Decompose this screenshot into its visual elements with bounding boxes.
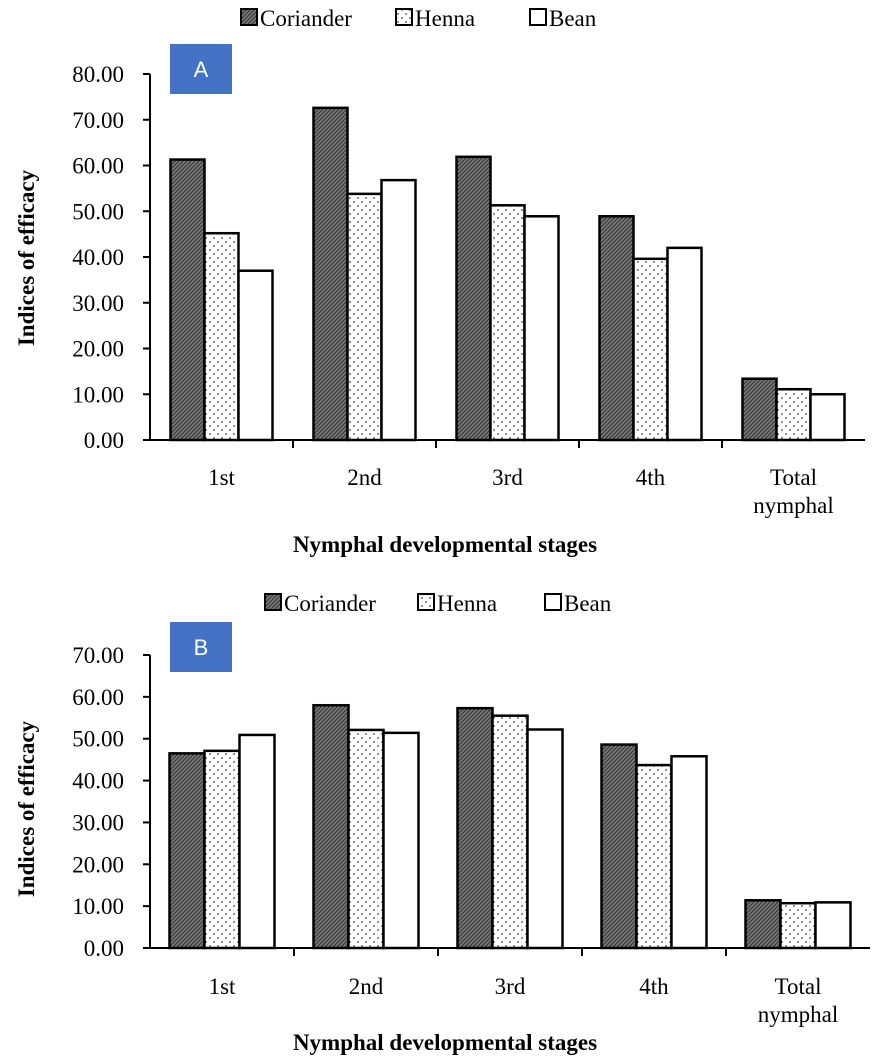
legend-swatch-henna [395, 8, 413, 26]
x-tick-label: 3rd [492, 465, 523, 490]
bar-coriander [312, 106, 349, 442]
y-tick-label: 70.00 [72, 643, 124, 668]
legend-item-henna: Henna [395, 6, 475, 31]
y-tick-label: 30.00 [72, 291, 124, 316]
bar-coriander [744, 899, 782, 950]
chart-panel-a: Coriander Henna Bean A Indices of effica… [14, 6, 865, 557]
y-tick-label: 20.00 [72, 337, 124, 362]
x-tick-label: 4th [639, 974, 669, 999]
panel-label-box [170, 44, 232, 94]
y-tick-label: 0.00 [84, 936, 124, 961]
bar-henna [491, 714, 529, 950]
bar-coriander [600, 743, 638, 950]
bar-bean [380, 178, 417, 442]
y-tick-label: 30.00 [72, 810, 124, 835]
legend-swatch-bean [529, 8, 547, 26]
bar-bean [382, 731, 420, 950]
legend-label-bean: Bean [564, 591, 612, 616]
bar-coriander [169, 158, 206, 442]
panel-label-a: A [170, 44, 232, 94]
legend: Coriander Henna Bean [264, 591, 612, 616]
y-tick-label: 40.00 [72, 769, 124, 794]
x-axis-title: Nymphal developmental stages [293, 1030, 597, 1055]
bar-bean [666, 246, 703, 442]
legend: Coriander Henna Bean [240, 6, 597, 31]
legend-label-coriander: Coriander [260, 6, 352, 31]
x-tick-label: Total nymphal [753, 465, 834, 518]
panel-label-box [170, 622, 232, 672]
bar-henna [489, 204, 526, 442]
x-tick-label: 4th [636, 465, 666, 490]
panel-label-b: B [170, 622, 232, 672]
bar-bean [526, 728, 564, 950]
legend-item-bean: Bean [544, 591, 612, 616]
y-tick-label: 0.00 [84, 428, 124, 453]
y-tick-label: 20.00 [72, 852, 124, 877]
x-axis-title: Nymphal developmental stages [293, 532, 597, 557]
y-tick-label: 60.00 [72, 685, 124, 710]
panel-label-text: B [194, 635, 209, 660]
bar-bean [809, 393, 846, 442]
x-tick-label: 1st [209, 974, 236, 999]
bar-coriander [168, 752, 206, 950]
bar-henna [347, 728, 385, 950]
y-axis-title: Indices of efficacy [14, 169, 39, 346]
bar-henna [635, 763, 673, 950]
legend-swatch-coriander [240, 8, 258, 26]
bar-henna [775, 387, 812, 442]
x-tick-label: 3rd [495, 974, 526, 999]
legend-item-coriander: Coriander [264, 591, 376, 616]
y-tick-label: 50.00 [72, 199, 124, 224]
bar-coriander [455, 155, 492, 442]
legend-swatch-henna [417, 593, 435, 611]
bar-henna [779, 901, 817, 950]
panel-label-text: A [194, 57, 209, 82]
x-tick-label: Total nymphal [758, 974, 839, 1027]
legend-item-coriander: Coriander [240, 6, 352, 31]
y-tick-label: 40.00 [72, 245, 124, 270]
legend-swatch-bean [544, 593, 562, 611]
legend-label-bean: Bean [549, 6, 597, 31]
x-tick-label: 2nd [347, 465, 382, 490]
y-tick-label: 80.00 [72, 62, 124, 87]
bar-bean [238, 733, 276, 950]
legend-label-coriander: Coriander [284, 591, 376, 616]
y-axis-title: Indices of efficacy [14, 720, 39, 897]
chart-panel-b: Coriander Henna Bean B Indices of effica… [14, 591, 870, 1055]
bar-coriander [741, 377, 778, 442]
bar-coriander [312, 703, 350, 950]
y-tick-label: 70.00 [72, 108, 124, 133]
bar-coriander [456, 706, 494, 950]
legend-label-henna: Henna [437, 591, 497, 616]
legend-item-henna: Henna [417, 591, 497, 616]
bar-henna [203, 749, 241, 950]
legend-item-bean: Bean [529, 6, 597, 31]
bar-henna [346, 192, 383, 442]
legend-label-henna: Henna [415, 6, 475, 31]
x-tick-label: 1st [208, 465, 235, 490]
bar-coriander [598, 215, 635, 442]
legend-swatch-coriander [264, 593, 282, 611]
y-tick-label: 10.00 [72, 894, 124, 919]
bar-bean [237, 269, 274, 442]
bar-henna [203, 231, 240, 442]
bar-bean [670, 755, 708, 950]
y-tick-label: 50.00 [72, 727, 124, 752]
bar-bean [814, 901, 852, 950]
y-tick-label: 10.00 [72, 382, 124, 407]
y-tick-label: 60.00 [72, 154, 124, 179]
bar-bean [523, 215, 560, 442]
x-tick-label: 2nd [349, 974, 384, 999]
bar-henna [632, 257, 669, 442]
